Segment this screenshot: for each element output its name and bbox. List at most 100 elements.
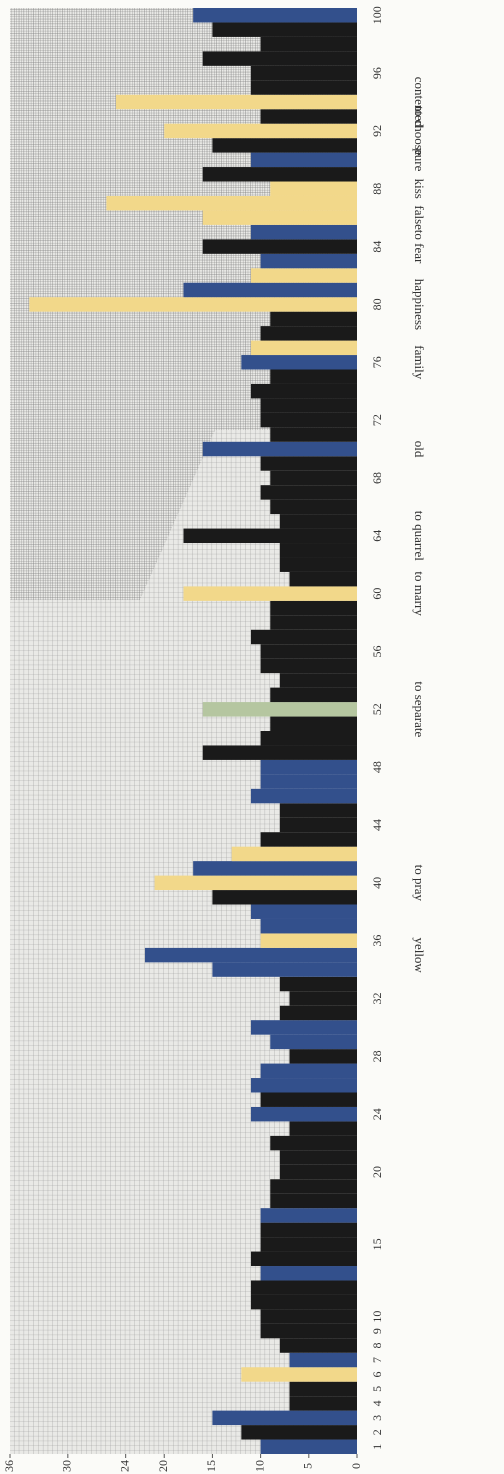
bar bbox=[260, 933, 357, 948]
category-label: 96 bbox=[370, 67, 384, 79]
bar bbox=[250, 788, 357, 804]
bar bbox=[279, 1150, 357, 1165]
bar bbox=[289, 1381, 357, 1397]
category-label: 5 bbox=[370, 1386, 384, 1392]
category-label: 20 bbox=[370, 1166, 384, 1178]
bar bbox=[250, 80, 357, 95]
category-label: 3 bbox=[370, 1415, 384, 1421]
bar bbox=[270, 311, 357, 327]
bar bbox=[270, 600, 357, 616]
x-tick-label: 36 bbox=[2, 1460, 16, 1472]
bar bbox=[212, 890, 357, 905]
bar bbox=[270, 615, 357, 630]
x-tick-label: 0 bbox=[349, 1463, 363, 1469]
bar bbox=[289, 1396, 357, 1411]
bar bbox=[212, 962, 357, 977]
bar bbox=[279, 673, 357, 688]
category-label: 72 bbox=[370, 414, 384, 426]
category-label: 8 bbox=[370, 1343, 384, 1349]
bar bbox=[231, 846, 357, 862]
bar bbox=[183, 282, 357, 298]
category-label: 10 bbox=[370, 1311, 384, 1323]
x-tick-label: 24 bbox=[117, 1460, 131, 1472]
category-label: 15 bbox=[370, 1238, 384, 1250]
word-label: contented bbox=[412, 77, 427, 128]
category-label: 84 bbox=[370, 241, 384, 253]
word-label: to pray bbox=[412, 865, 427, 902]
word-label: to fear bbox=[412, 230, 427, 264]
category-label: 28 bbox=[370, 1050, 384, 1062]
bar bbox=[270, 1193, 357, 1209]
word-label: false bbox=[412, 205, 427, 230]
word-label: to choose bbox=[412, 106, 427, 156]
bar bbox=[260, 109, 357, 124]
bar bbox=[212, 138, 357, 153]
bar bbox=[270, 716, 357, 731]
x-tick-label: 30 bbox=[60, 1460, 74, 1472]
bar bbox=[289, 1049, 357, 1064]
bar bbox=[270, 1034, 357, 1050]
bar bbox=[116, 94, 358, 110]
bar bbox=[260, 412, 357, 428]
category-label: 88 bbox=[370, 183, 384, 195]
bar bbox=[250, 268, 357, 283]
bar bbox=[202, 210, 357, 225]
bar bbox=[270, 499, 357, 515]
bar bbox=[183, 586, 357, 601]
bar bbox=[202, 239, 357, 254]
bar bbox=[241, 1425, 357, 1440]
bar bbox=[270, 181, 357, 196]
bar bbox=[260, 1439, 357, 1454]
bar bbox=[250, 152, 357, 168]
category-label: 80 bbox=[370, 298, 384, 310]
bar bbox=[289, 571, 357, 587]
bar bbox=[241, 355, 357, 370]
bar bbox=[260, 456, 357, 471]
bar bbox=[202, 51, 357, 66]
bar bbox=[260, 326, 357, 341]
bar bbox=[260, 918, 357, 934]
bar bbox=[270, 1135, 357, 1151]
bar bbox=[279, 1005, 357, 1021]
bar bbox=[260, 1222, 357, 1238]
word-label: old bbox=[412, 441, 427, 458]
category-label: 48 bbox=[370, 761, 384, 773]
bar bbox=[279, 514, 357, 529]
bar bbox=[202, 702, 357, 717]
category-label: 60 bbox=[370, 588, 384, 600]
bar bbox=[270, 687, 357, 703]
bar bbox=[260, 832, 357, 847]
x-tick-label: 15 bbox=[204, 1460, 218, 1472]
bar bbox=[260, 485, 357, 500]
category-label: 24 bbox=[370, 1108, 384, 1120]
bar bbox=[260, 1266, 357, 1281]
bar bbox=[279, 1338, 357, 1353]
bar bbox=[279, 1164, 357, 1180]
word-label: to separate bbox=[412, 681, 427, 737]
category-label: 32 bbox=[370, 993, 384, 1005]
bar bbox=[279, 976, 357, 992]
bar bbox=[212, 22, 357, 37]
category-label: 44 bbox=[370, 819, 384, 831]
category-label: 76 bbox=[370, 356, 384, 368]
bar bbox=[270, 369, 357, 384]
category-label: 6 bbox=[370, 1371, 384, 1377]
bar bbox=[260, 1208, 357, 1223]
bar bbox=[164, 123, 357, 139]
category-label: 52 bbox=[370, 703, 384, 715]
bar bbox=[202, 441, 357, 457]
x-tick-label: 10 bbox=[252, 1460, 266, 1472]
word-label: kiss bbox=[412, 179, 427, 199]
x-tick-label: 5 bbox=[301, 1463, 315, 1469]
category-label: 68 bbox=[370, 472, 384, 484]
bar bbox=[279, 543, 357, 558]
bar bbox=[260, 658, 357, 674]
category-label: 4 bbox=[370, 1400, 384, 1406]
bar bbox=[250, 1251, 357, 1267]
bar bbox=[270, 1179, 357, 1194]
category-label: 2 bbox=[370, 1429, 384, 1435]
bar bbox=[250, 1020, 357, 1035]
word-label: to marry bbox=[412, 571, 427, 616]
bar bbox=[250, 1280, 357, 1295]
bar bbox=[279, 557, 357, 572]
